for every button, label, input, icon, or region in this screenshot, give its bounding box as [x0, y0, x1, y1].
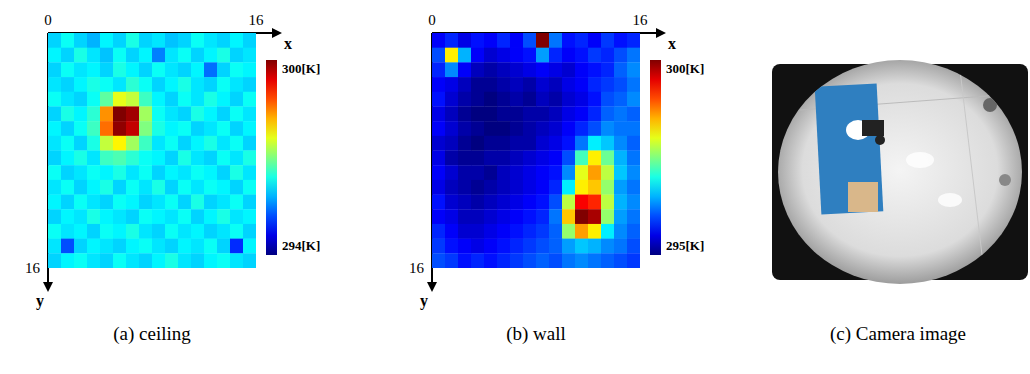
svg-text:(c) Camera image: (c) Camera image — [830, 323, 966, 345]
svg-text:0: 0 — [44, 12, 52, 28]
svg-text:y: y — [420, 292, 428, 310]
svg-text:16: 16 — [409, 260, 425, 276]
svg-text:x: x — [668, 35, 676, 52]
svg-text:(a) ceiling: (a) ceiling — [113, 323, 191, 345]
svg-text:(b) wall: (b) wall — [506, 323, 566, 345]
svg-text:16: 16 — [249, 12, 265, 28]
svg-text:300[K]: 300[K] — [282, 61, 320, 76]
svg-text:300[K]: 300[K] — [666, 61, 704, 76]
svg-text:0: 0 — [428, 12, 436, 28]
svg-text:y: y — [36, 292, 44, 310]
svg-text:16: 16 — [633, 12, 649, 28]
svg-text:294[K]: 294[K] — [282, 238, 320, 253]
svg-text:x: x — [284, 35, 292, 52]
svg-text:16: 16 — [25, 260, 41, 276]
svg-text:295[K]: 295[K] — [666, 238, 704, 253]
